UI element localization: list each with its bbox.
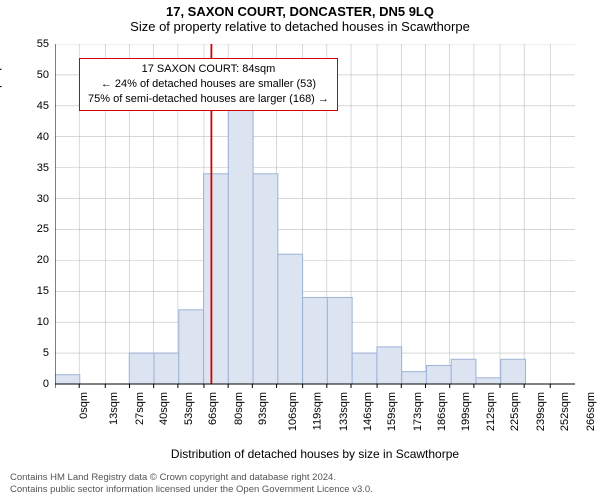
x-tick-label: 13sqm <box>108 392 120 425</box>
x-tick-label: 159sqm <box>386 392 398 431</box>
footer-line2: Contains public sector information licen… <box>10 484 373 496</box>
y-tick-label: 40 <box>37 131 49 143</box>
y-tick-label: 20 <box>37 254 49 266</box>
page-title: 17, SAXON COURT, DONCASTER, DN5 9LQ <box>0 0 600 19</box>
x-tick-label: 239sqm <box>535 392 547 431</box>
y-tick-label: 5 <box>43 347 49 359</box>
x-tick-label: 106sqm <box>287 392 299 431</box>
x-tick-label: 225sqm <box>509 392 521 431</box>
x-axis-label: Distribution of detached houses by size … <box>55 447 575 461</box>
y-tick-label: 0 <box>43 378 49 390</box>
x-tick-label: 27sqm <box>134 392 146 425</box>
x-tick-label: 173sqm <box>412 392 424 431</box>
x-tick-label: 66sqm <box>207 392 219 425</box>
x-tick-label: 93sqm <box>257 392 269 425</box>
y-tick-label: 30 <box>37 193 49 205</box>
x-tick-label: 40sqm <box>159 392 171 425</box>
y-tick-label: 55 <box>37 38 49 50</box>
x-tick-label: 212sqm <box>485 392 497 431</box>
infobox-line2: ← 24% of detached houses are smaller (53… <box>88 77 329 92</box>
x-tick-label: 199sqm <box>461 392 473 431</box>
x-tick-label: 53sqm <box>183 392 195 425</box>
x-tick-label: 119sqm <box>311 392 323 430</box>
x-tick-label: 80sqm <box>233 392 245 425</box>
page-root: 17, SAXON COURT, DONCASTER, DN5 9LQ Size… <box>0 0 600 500</box>
y-tick-label: 15 <box>37 285 49 297</box>
y-axis-label: Number of detached properties <box>0 35 2 200</box>
footer-attribution: Contains HM Land Registry data © Crown c… <box>10 472 373 496</box>
x-tick-label: 186sqm <box>436 392 448 431</box>
x-tick-label: 146sqm <box>362 392 374 431</box>
property-info-box: 17 SAXON COURT: 84sqm ← 24% of detached … <box>79 58 338 111</box>
y-tick-label: 45 <box>37 100 49 112</box>
histogram-chart: 0510152025303540455055 0sqm13sqm27sqm40s… <box>55 44 575 404</box>
x-tick-label: 252sqm <box>559 392 571 431</box>
x-tick-label: 133sqm <box>338 392 350 431</box>
y-tick-label: 35 <box>37 162 49 174</box>
x-tick-label: 0sqm <box>78 392 90 419</box>
page-subtitle: Size of property relative to detached ho… <box>0 19 600 34</box>
infobox-line1: 17 SAXON COURT: 84sqm <box>88 62 329 77</box>
infobox-line3: 75% of semi-detached houses are larger (… <box>88 92 329 107</box>
y-tick-label: 10 <box>37 316 49 328</box>
y-tick-label: 50 <box>37 69 49 81</box>
footer-line1: Contains HM Land Registry data © Crown c… <box>10 472 373 484</box>
x-tick-label: 266sqm <box>585 392 597 431</box>
y-tick-label: 25 <box>37 223 49 235</box>
